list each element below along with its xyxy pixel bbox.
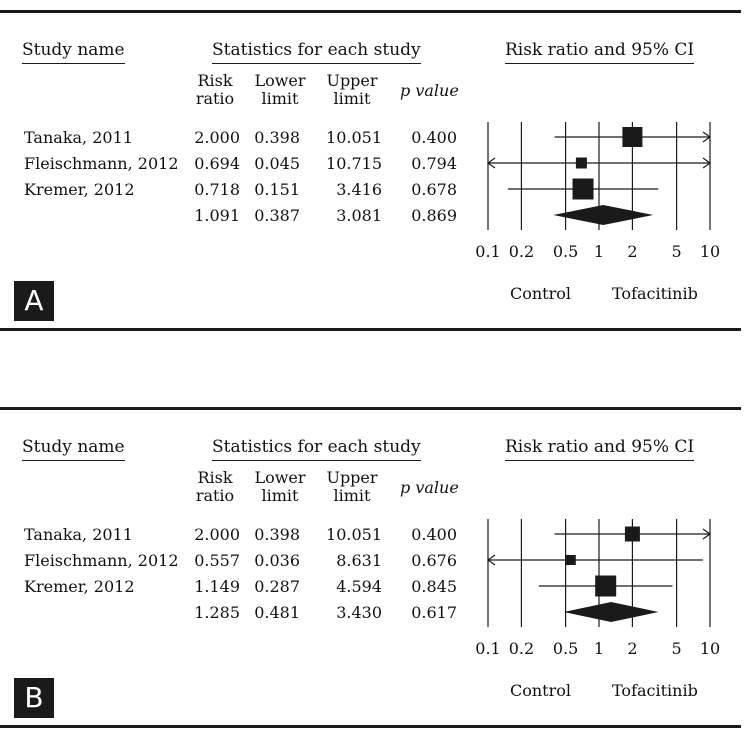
p-value-column-header: p value bbox=[400, 478, 459, 497]
study-name-header: Study name bbox=[22, 437, 125, 461]
x-tick-label: 1 bbox=[594, 639, 604, 658]
forest-plot-panel-b: Study name Statistics for each study Ris… bbox=[0, 397, 751, 728]
x-tick-label: 0.1 bbox=[475, 242, 500, 261]
risk-ratio-value: 0.557 bbox=[194, 551, 240, 570]
forest-plot-panel-a: Study name Statistics for each study Ris… bbox=[0, 0, 751, 331]
ci-arrow-right bbox=[702, 131, 712, 143]
favours-tofacitinib-label: Tofacitinib bbox=[612, 284, 698, 303]
ci-arrow-right bbox=[702, 157, 712, 169]
study-label: Tanaka, 2011 bbox=[24, 128, 133, 147]
risk-ratio-value: 2.000 bbox=[194, 128, 240, 147]
summary-upper-limit-value: 3.081 bbox=[336, 206, 382, 225]
study-label: Kremer, 2012 bbox=[24, 180, 135, 199]
risk-ratio-value: 0.694 bbox=[194, 154, 240, 173]
upper-limit-value: 8.631 bbox=[336, 551, 382, 570]
study-label: Tanaka, 2011 bbox=[24, 525, 133, 544]
lower-limit-value: 0.287 bbox=[254, 577, 300, 596]
panel-label-badge: A bbox=[14, 281, 54, 321]
ci-arrow-right bbox=[702, 528, 712, 540]
bottom-rule bbox=[0, 328, 741, 331]
summary-diamond bbox=[563, 602, 659, 622]
x-tick-label: 1 bbox=[594, 242, 604, 261]
summary-lower-limit-value: 0.481 bbox=[254, 603, 300, 622]
x-tick-label: 0.1 bbox=[475, 639, 500, 658]
study-label: Fleischmann, 2012 bbox=[24, 154, 179, 173]
forest-plot-area: 0.1 0.2 0.5 1 2 5 10 bbox=[475, 519, 720, 658]
p-value: 0.678 bbox=[411, 180, 457, 199]
p-value: 0.400 bbox=[411, 525, 457, 544]
x-tick-label: 0.5 bbox=[553, 242, 578, 261]
panel-label-badge: B bbox=[14, 678, 54, 718]
upper-limit-value: 4.594 bbox=[336, 577, 382, 596]
point-estimate-square bbox=[575, 157, 587, 169]
study-label: Fleischmann, 2012 bbox=[24, 551, 179, 570]
top-rule bbox=[0, 10, 741, 13]
point-estimate-square bbox=[565, 555, 576, 565]
x-tick-label: 10 bbox=[700, 242, 720, 261]
x-tick-label: 10 bbox=[700, 639, 720, 658]
risk-ratio-value: 1.149 bbox=[194, 577, 240, 596]
upper-limit-value: 10.051 bbox=[326, 525, 382, 544]
plot-header: Risk ratio and 95% CI bbox=[505, 40, 695, 64]
favours-control-label: Control bbox=[510, 681, 572, 700]
x-tick-label: 2 bbox=[627, 242, 637, 261]
x-tick-label: 5 bbox=[671, 242, 681, 261]
ci-arrow-left bbox=[486, 554, 496, 566]
lower-limit-value: 0.036 bbox=[254, 551, 300, 570]
ci-arrow-left bbox=[486, 157, 496, 169]
point-estimate-square bbox=[572, 178, 594, 200]
top-rule bbox=[0, 407, 741, 410]
summary-p-value: 0.617 bbox=[411, 603, 457, 622]
favours-control-label: Control bbox=[510, 284, 572, 303]
summary-upper-limit-value: 3.430 bbox=[336, 603, 382, 622]
x-tick-label: 2 bbox=[627, 639, 637, 658]
upper-limit-column-header: Upper limit bbox=[326, 468, 378, 505]
upper-limit-value: 10.051 bbox=[326, 128, 382, 147]
study-label: Kremer, 2012 bbox=[24, 577, 135, 596]
lower-limit-value: 0.151 bbox=[254, 180, 300, 199]
forest-plot-area: 0.1 0.2 0.5 1 2 5 10 bbox=[475, 122, 720, 261]
lower-limit-column-header: Lower limit bbox=[254, 71, 306, 108]
risk-ratio-column-header: Risk ratio bbox=[195, 71, 235, 108]
p-value-column-header: p value bbox=[400, 81, 459, 100]
summary-risk-ratio-value: 1.285 bbox=[194, 603, 240, 622]
point-estimate-square bbox=[624, 526, 640, 542]
plot-header: Risk ratio and 95% CI bbox=[505, 437, 695, 461]
p-value: 0.400 bbox=[411, 128, 457, 147]
bottom-rule bbox=[0, 725, 741, 728]
lower-limit-value: 0.398 bbox=[254, 128, 300, 147]
x-tick-label: 5 bbox=[671, 639, 681, 658]
point-estimate-square bbox=[622, 127, 643, 147]
lower-limit-value: 0.045 bbox=[254, 154, 300, 173]
p-value: 0.794 bbox=[411, 154, 457, 173]
summary-p-value: 0.869 bbox=[411, 206, 457, 225]
p-value: 0.676 bbox=[411, 551, 457, 570]
upper-limit-column-header: Upper limit bbox=[326, 71, 378, 108]
risk-ratio-value: 2.000 bbox=[194, 525, 240, 544]
risk-ratio-column-header: Risk ratio bbox=[195, 468, 235, 505]
x-tick-label: 0.5 bbox=[553, 639, 578, 658]
upper-limit-value: 3.416 bbox=[336, 180, 382, 199]
lower-limit-column-header: Lower limit bbox=[254, 468, 306, 505]
point-estimate-square bbox=[595, 575, 617, 597]
summary-risk-ratio-value: 1.091 bbox=[194, 206, 240, 225]
lower-limit-value: 0.398 bbox=[254, 525, 300, 544]
statistics-header: Statistics for each study bbox=[212, 40, 421, 64]
favours-tofacitinib-label: Tofacitinib bbox=[612, 681, 698, 700]
x-tick-label: 0.2 bbox=[509, 639, 534, 658]
summary-diamond bbox=[553, 205, 654, 225]
p-value: 0.845 bbox=[411, 577, 457, 596]
upper-limit-value: 10.715 bbox=[326, 154, 382, 173]
summary-lower-limit-value: 0.387 bbox=[254, 206, 300, 225]
statistics-header: Statistics for each study bbox=[212, 437, 421, 461]
risk-ratio-value: 0.718 bbox=[194, 180, 240, 199]
study-name-header: Study name bbox=[22, 40, 125, 64]
x-tick-label: 0.2 bbox=[509, 242, 534, 261]
